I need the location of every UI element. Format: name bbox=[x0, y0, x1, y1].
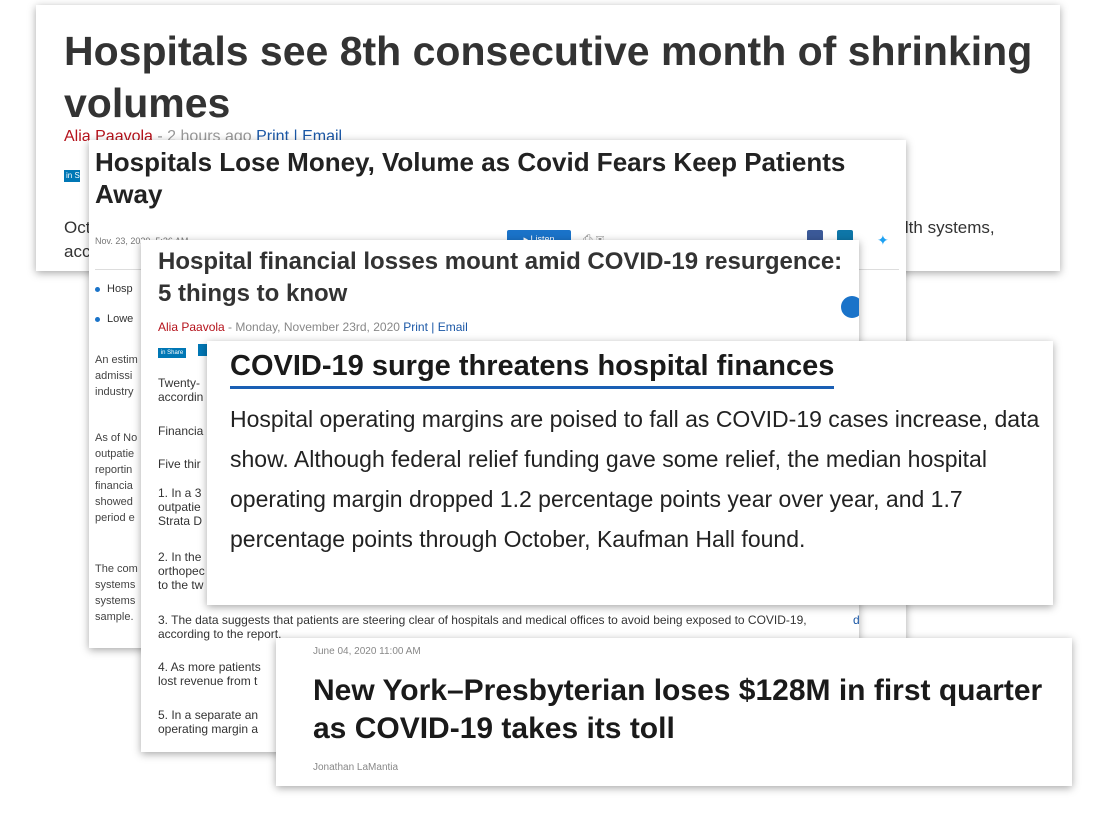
headline-link[interactable]: COVID-19 surge threatens hospital financ… bbox=[230, 346, 835, 389]
paragraph: 3. The data suggests that patients are s… bbox=[158, 613, 807, 641]
lede-start: Oct bbox=[64, 218, 91, 237]
paragraph: Financia bbox=[158, 424, 204, 438]
author-link[interactable]: Alia Paavola bbox=[158, 320, 225, 334]
bullet-item: Hosp bbox=[95, 283, 133, 295]
paragraph: Twenty- accordin bbox=[158, 376, 204, 404]
paragraph: 2. In the orthopec to the tw bbox=[158, 550, 205, 592]
byline: Jonathan LaMantia bbox=[313, 762, 399, 773]
article-card-fierce: COVID-19 surge threatens hospital financ… bbox=[207, 341, 1053, 605]
headline: Hospitals see 8th consecutive month of s… bbox=[64, 28, 1033, 126]
paragraph: 1. In a 3 outpatie Strata D bbox=[158, 486, 203, 528]
linkedin-share-button[interactable]: in Sh bbox=[64, 170, 85, 182]
twitter-icon[interactable]: ✦ bbox=[877, 232, 889, 248]
paragraph: Five thir bbox=[158, 457, 201, 471]
summary: Hospital operating margins are poised to… bbox=[230, 406, 1040, 552]
lede-line2: acc bbox=[64, 242, 91, 261]
byline: Alia Paavola - Monday, November 23rd, 20… bbox=[158, 320, 468, 334]
bullet-icon bbox=[95, 316, 100, 322]
paragraph: As of No outpatie reportin financia show… bbox=[95, 432, 138, 524]
lede-end: ealth systems, bbox=[886, 218, 995, 237]
paragraph: The com systems systems sample. bbox=[95, 563, 138, 623]
paragraph: 4. As more patients lost revenue from t bbox=[158, 660, 261, 688]
share-icon[interactable] bbox=[841, 296, 859, 318]
headline: Hospitals Lose Money, Volume as Covid Fe… bbox=[95, 147, 846, 209]
article-card-crains: June 04, 2020 11:00 AM New York–Presbyte… bbox=[276, 638, 1072, 786]
email-link[interactable]: | Email bbox=[427, 320, 468, 334]
paragraph: An estim admissi industry bbox=[95, 354, 138, 398]
linkedin-share-button[interactable]: in Share bbox=[158, 348, 186, 358]
bullet-icon bbox=[95, 286, 100, 292]
inline-link[interactable]: d bbox=[853, 613, 859, 627]
dateline: June 04, 2020 11:00 AM bbox=[313, 646, 421, 657]
headline: New York–Presbyterian loses $128M in fir… bbox=[313, 674, 1043, 745]
speaker-icon: ▸ bbox=[523, 234, 531, 244]
print-link[interactable]: Print bbox=[403, 320, 428, 334]
paragraph: 5. In a separate an operating margin a bbox=[158, 708, 259, 736]
bullet-item: Lowe bbox=[95, 313, 133, 325]
headline: Hospital financial losses mount amid COV… bbox=[158, 248, 843, 307]
dateline: - Monday, November 23rd, 2020 bbox=[224, 320, 404, 334]
listen-label: Listen bbox=[530, 234, 555, 244]
